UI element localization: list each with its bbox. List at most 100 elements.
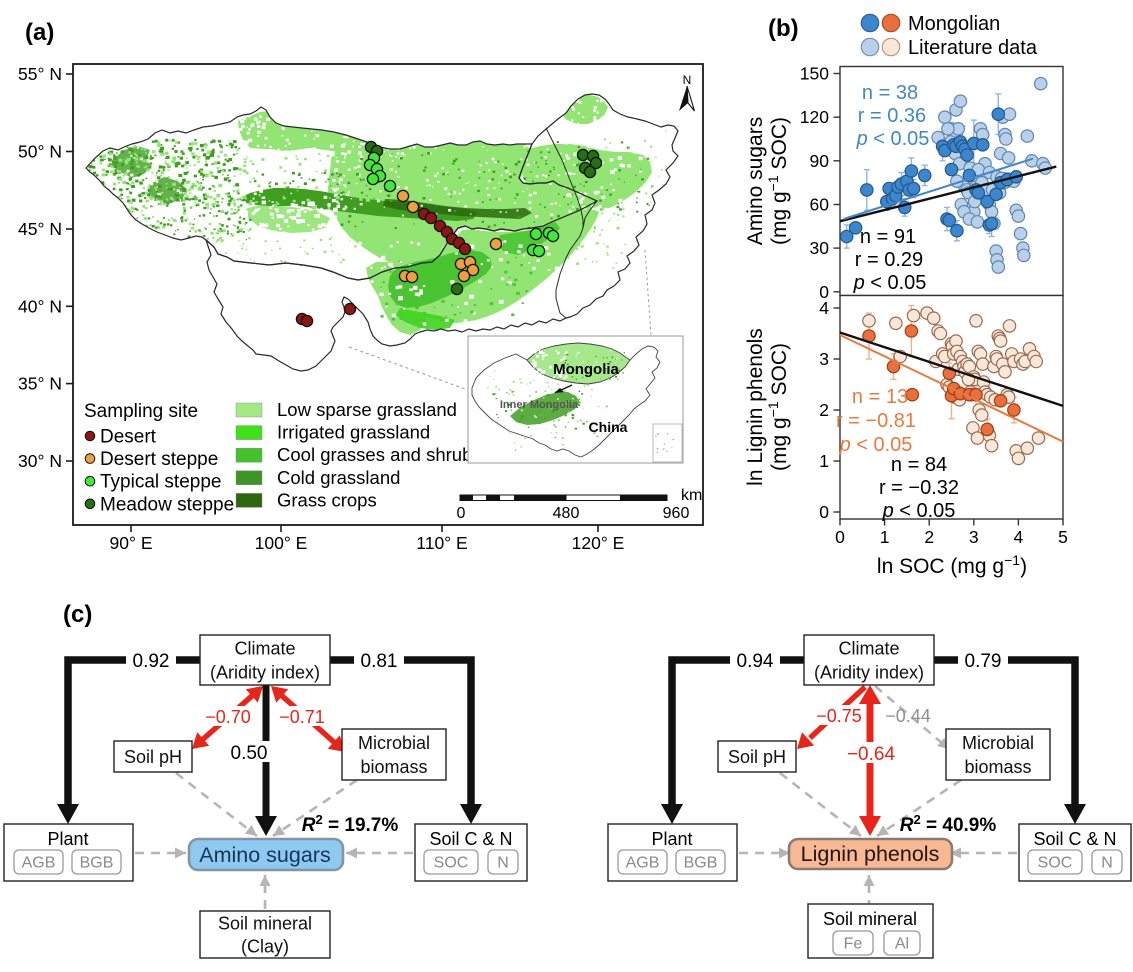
svg-text:0.81: 0.81	[361, 651, 398, 672]
svg-text:0: 0	[457, 505, 466, 522]
svg-text:N: N	[1101, 855, 1113, 872]
svg-text:3: 3	[969, 527, 979, 547]
svg-text:90: 90	[810, 151, 830, 171]
svg-text:(b): (b)	[768, 15, 799, 42]
svg-text:Climate: Climate	[838, 638, 899, 658]
svg-text:1: 1	[819, 451, 829, 471]
svg-text:90° E: 90° E	[110, 533, 153, 553]
svg-text:5: 5	[1058, 527, 1068, 547]
svg-text:40° N: 40° N	[18, 296, 62, 316]
svg-text:0: 0	[819, 502, 829, 522]
svg-text:Fe: Fe	[844, 936, 863, 953]
svg-text:Desert steppe: Desert steppe	[100, 449, 218, 470]
svg-text:4: 4	[1014, 527, 1024, 547]
svg-text:0.79: 0.79	[965, 651, 1002, 672]
svg-text:(Aridity index): (Aridity index)	[210, 662, 320, 682]
svg-text:Amino sugars: Amino sugars	[744, 117, 767, 245]
svg-text:Low sparse grassland: Low sparse grassland	[277, 399, 457, 420]
svg-text:ln Lignin phenols: ln Lignin phenols	[744, 328, 767, 486]
svg-text:Plant: Plant	[47, 829, 88, 849]
svg-text:3: 3	[819, 349, 829, 369]
svg-text:Grass crops: Grass crops	[277, 489, 377, 510]
svg-text:N: N	[497, 855, 509, 872]
svg-text:ln SOC (mg g−1): ln SOC (mg g−1)	[877, 552, 1027, 578]
svg-text:Mongolian: Mongolian	[908, 13, 1000, 35]
svg-text:Soil C & N: Soil C & N	[1033, 829, 1116, 849]
svg-text:Mongolia: Mongolia	[553, 361, 619, 378]
svg-text:km: km	[681, 487, 702, 504]
svg-text:120: 120	[800, 107, 829, 127]
svg-text:BGB: BGB	[684, 855, 718, 872]
svg-text:Sampling site: Sampling site	[84, 401, 198, 422]
svg-text:Plant: Plant	[651, 829, 692, 849]
svg-text:r = −0.32: r = −0.32	[879, 477, 959, 499]
svg-text:Soil mineral: Soil mineral	[823, 909, 917, 929]
svg-text:r = 0.29: r = 0.29	[855, 249, 923, 271]
svg-text:480: 480	[553, 505, 580, 522]
svg-text:N: N	[683, 73, 692, 87]
svg-text:−0.71: −0.71	[279, 707, 325, 727]
svg-text:4: 4	[819, 298, 829, 318]
svg-text:r = −0.81: r = −0.81	[836, 410, 916, 432]
svg-text:Soil pH: Soil pH	[124, 747, 182, 767]
svg-text:−0.70: −0.70	[205, 707, 251, 727]
svg-text:n = 13: n = 13	[852, 386, 908, 408]
svg-text:Lignin phenols: Lignin phenols	[801, 842, 940, 866]
svg-text:SOC: SOC	[1038, 855, 1073, 872]
svg-text:r = 0.36: r = 0.36	[858, 105, 926, 127]
svg-text:150: 150	[800, 64, 829, 84]
svg-text:p < 0.05: p < 0.05	[839, 434, 913, 456]
svg-text:Desert: Desert	[100, 427, 157, 448]
svg-text:BGB: BGB	[80, 855, 114, 872]
svg-text:50° N: 50° N	[18, 142, 62, 162]
svg-text:30° N: 30° N	[18, 451, 62, 471]
svg-text:p < 0.05: p < 0.05	[856, 128, 930, 150]
svg-text:30: 30	[810, 238, 830, 258]
svg-text:Cool grasses and shrubs: Cool grasses and shrubs	[277, 444, 482, 465]
svg-text:0: 0	[835, 527, 845, 547]
svg-text:2: 2	[924, 527, 934, 547]
svg-text:Soil C & N: Soil C & N	[429, 829, 512, 849]
svg-text:100° E: 100° E	[255, 533, 308, 553]
svg-text:120° E: 120° E	[572, 533, 625, 553]
svg-text:60: 60	[810, 195, 830, 215]
svg-text:Soil pH: Soil pH	[728, 747, 786, 767]
svg-text:SOC: SOC	[434, 855, 469, 872]
svg-text:0.50: 0.50	[231, 743, 268, 764]
svg-text:n = 84: n = 84	[891, 454, 947, 476]
svg-text:Soil mineral: Soil mineral	[218, 913, 312, 933]
svg-text:Microbial: Microbial	[358, 733, 430, 753]
svg-text:Inner Mongolia: Inner Mongolia	[500, 399, 579, 411]
svg-text:960: 960	[663, 505, 690, 522]
svg-text:Cold grassland: Cold grassland	[277, 467, 400, 488]
svg-text:(a): (a)	[25, 19, 54, 46]
svg-text:−0.64: −0.64	[847, 744, 896, 765]
svg-text:55° N: 55° N	[18, 64, 62, 84]
svg-text:0: 0	[819, 282, 829, 302]
svg-text:AGB: AGB	[22, 855, 56, 872]
svg-text:(Aridity index): (Aridity index)	[814, 662, 924, 682]
svg-text:Al: Al	[895, 936, 909, 953]
svg-text:(c): (c)	[63, 601, 92, 628]
svg-text:110° E: 110° E	[416, 533, 467, 553]
svg-text:n = 38: n = 38	[862, 82, 918, 104]
svg-text:Literature data: Literature data	[908, 37, 1038, 59]
svg-text:p < 0.05: p < 0.05	[853, 272, 927, 294]
svg-text:45° N: 45° N	[18, 219, 62, 239]
svg-text:Amino sugars: Amino sugars	[199, 843, 330, 867]
svg-text:0.94: 0.94	[737, 651, 774, 672]
svg-text:(Clay): (Clay)	[241, 936, 289, 956]
svg-text:−0.44: −0.44	[885, 706, 931, 726]
svg-text:AGB: AGB	[626, 855, 660, 872]
svg-text:1: 1	[880, 527, 890, 547]
svg-text:35° N: 35° N	[18, 374, 62, 394]
svg-text:China: China	[589, 419, 628, 435]
svg-text:p < 0.05: p < 0.05	[882, 500, 956, 522]
svg-text:Meadow steppe: Meadow steppe	[100, 494, 234, 515]
svg-text:2: 2	[819, 400, 829, 420]
svg-text:Irrigated grassland: Irrigated grassland	[277, 422, 430, 443]
svg-text:0.92: 0.92	[133, 651, 170, 672]
svg-text:Typical steppe: Typical steppe	[100, 472, 221, 493]
svg-text:−0.75: −0.75	[816, 706, 862, 726]
svg-text:biomass: biomass	[360, 757, 427, 777]
